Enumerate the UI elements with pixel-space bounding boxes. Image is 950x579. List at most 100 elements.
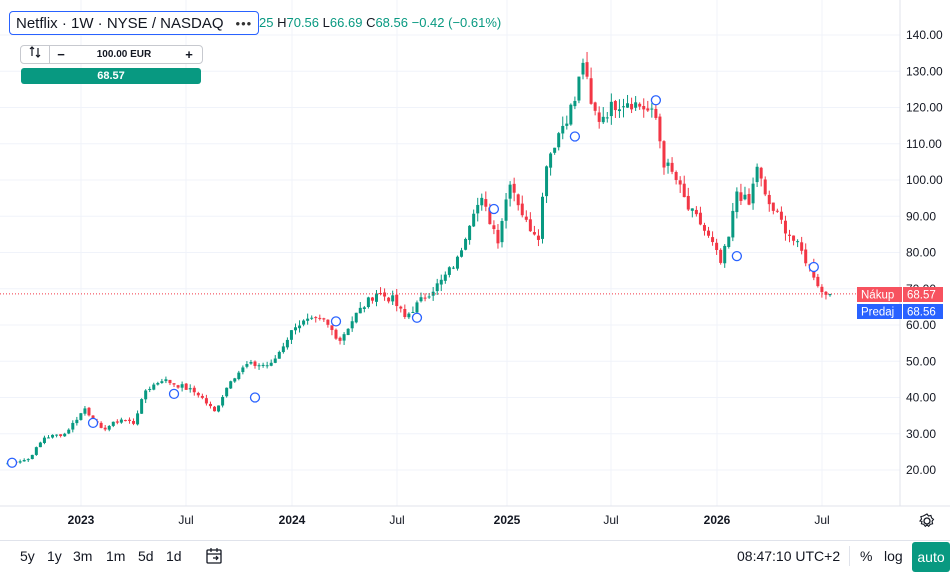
candle-body <box>156 382 160 385</box>
candle-body <box>783 220 787 234</box>
buy-label-box <box>857 287 902 302</box>
candle-body <box>443 274 447 281</box>
x-tick-label: 2025 <box>494 513 521 527</box>
earnings-event-icon[interactable] <box>6 457 18 468</box>
percent-scale-button[interactable]: % <box>860 548 873 564</box>
candle-body <box>739 192 743 201</box>
toolbar-divider <box>849 546 850 566</box>
symbol-text: Netflix · 1W · NYSE / NASDAQ <box>16 14 224 32</box>
candle-body <box>508 184 512 199</box>
candle-body <box>666 162 670 166</box>
candle-body <box>192 387 196 393</box>
decrease-button[interactable]: − <box>57 47 65 62</box>
candle-body <box>638 103 642 107</box>
earnings-event-icon[interactable] <box>249 392 261 403</box>
candle-body <box>99 422 103 428</box>
earnings-event-icon[interactable] <box>488 203 500 215</box>
close-key: C <box>366 15 376 30</box>
x-tick-label: Jul <box>389 513 404 527</box>
time-axis[interactable]: 2023 Jul 2024 Jul 2025 Jul 2026 Jul <box>68 513 830 527</box>
clock-time[interactable]: 08:47:10 UTC+2 <box>737 548 841 564</box>
current-price-button[interactable]: 68.57 <box>21 68 201 84</box>
x-tick-label: Jul <box>603 513 618 527</box>
candle-body <box>172 383 176 385</box>
candle-body <box>549 153 553 168</box>
candle-body <box>370 297 374 301</box>
candle-body <box>221 396 225 406</box>
candle-body <box>265 365 269 367</box>
calendar-range-icon[interactable] <box>204 546 224 569</box>
y-tick-label: 100.00 <box>906 173 943 187</box>
range-3m-button[interactable]: 3m <box>73 548 93 564</box>
swap-icon[interactable] <box>21 46 50 63</box>
earnings-event-icon[interactable] <box>168 388 180 400</box>
y-tick-label: 80.00 <box>906 246 936 260</box>
y-tick-label: 40.00 <box>906 391 936 405</box>
candle-body <box>362 307 366 309</box>
range-5y-button[interactable]: 5y <box>20 548 35 564</box>
candle-body <box>334 329 338 339</box>
more-icon[interactable]: ••• <box>235 15 253 31</box>
range-1d-button[interactable]: 1d <box>166 548 182 564</box>
amount-input[interactable]: 100.00 EUR <box>96 49 152 60</box>
candle-body <box>743 194 747 200</box>
earnings-event-icon[interactable] <box>650 95 662 106</box>
sell-price-box <box>903 304 943 319</box>
earnings-event-icon[interactable] <box>330 316 342 327</box>
candle-body <box>427 296 431 298</box>
candle-body <box>419 297 423 302</box>
candle-body <box>59 434 63 437</box>
candle-body <box>338 337 342 341</box>
symbol-title[interactable]: Netflix · 1W · NYSE / NASDAQ ••• <box>9 11 260 35</box>
settings-gear-icon[interactable] <box>918 512 936 535</box>
candle-body <box>707 230 711 236</box>
earnings-event-icon[interactable] <box>411 312 423 323</box>
candle-body <box>354 312 358 323</box>
candle-body <box>682 183 686 198</box>
auto-scale-button[interactable]: auto <box>912 542 950 572</box>
earnings-markers[interactable] <box>6 95 819 468</box>
candle-body <box>674 171 678 181</box>
candle-body <box>293 327 297 331</box>
candle-body <box>55 434 59 436</box>
candle-body <box>168 379 172 384</box>
candle-body <box>613 101 617 111</box>
candle-body <box>439 279 443 285</box>
earnings-event-icon[interactable] <box>87 417 99 429</box>
range-1y-button[interactable]: 1y <box>47 548 62 564</box>
log-scale-button[interactable]: log <box>884 548 903 564</box>
candle-body <box>46 437 50 439</box>
candle-body <box>488 207 492 225</box>
earnings-event-icon[interactable] <box>731 250 743 262</box>
candle-body <box>83 408 87 414</box>
range-5d-button[interactable]: 5d <box>138 548 154 564</box>
y-tick-label: 90.00 <box>906 209 936 223</box>
candle-body <box>249 362 253 364</box>
x-tick-label: 2026 <box>704 513 731 527</box>
candle-body <box>342 334 346 341</box>
candle-body <box>763 179 767 195</box>
candle-body <box>200 395 204 398</box>
range-1m-button[interactable]: 1m <box>106 548 126 564</box>
candle-body <box>391 295 395 302</box>
candle-body <box>520 203 524 216</box>
candle-body <box>804 249 808 264</box>
event-circle <box>569 131 581 142</box>
candle-body <box>67 429 71 434</box>
candle-body <box>330 325 334 331</box>
candle-body <box>480 197 484 206</box>
candle-body <box>820 286 824 293</box>
earnings-event-icon[interactable] <box>569 131 581 142</box>
bottom-toolbar: 5y 1y 3m 1m 5d 1d 08:47:10 UTC+2 % log a… <box>0 540 950 579</box>
candle-body <box>569 104 573 125</box>
candle-body <box>366 297 370 308</box>
y-tick-label: 130.00 <box>906 64 943 78</box>
candle-body <box>383 292 387 297</box>
earnings-event-icon[interactable] <box>808 261 819 273</box>
event-circle <box>168 388 180 400</box>
candle-body <box>379 293 383 295</box>
candle-body <box>395 294 399 307</box>
increase-button[interactable]: + <box>185 47 193 62</box>
candle-body <box>119 419 123 423</box>
candle-body <box>512 183 516 193</box>
